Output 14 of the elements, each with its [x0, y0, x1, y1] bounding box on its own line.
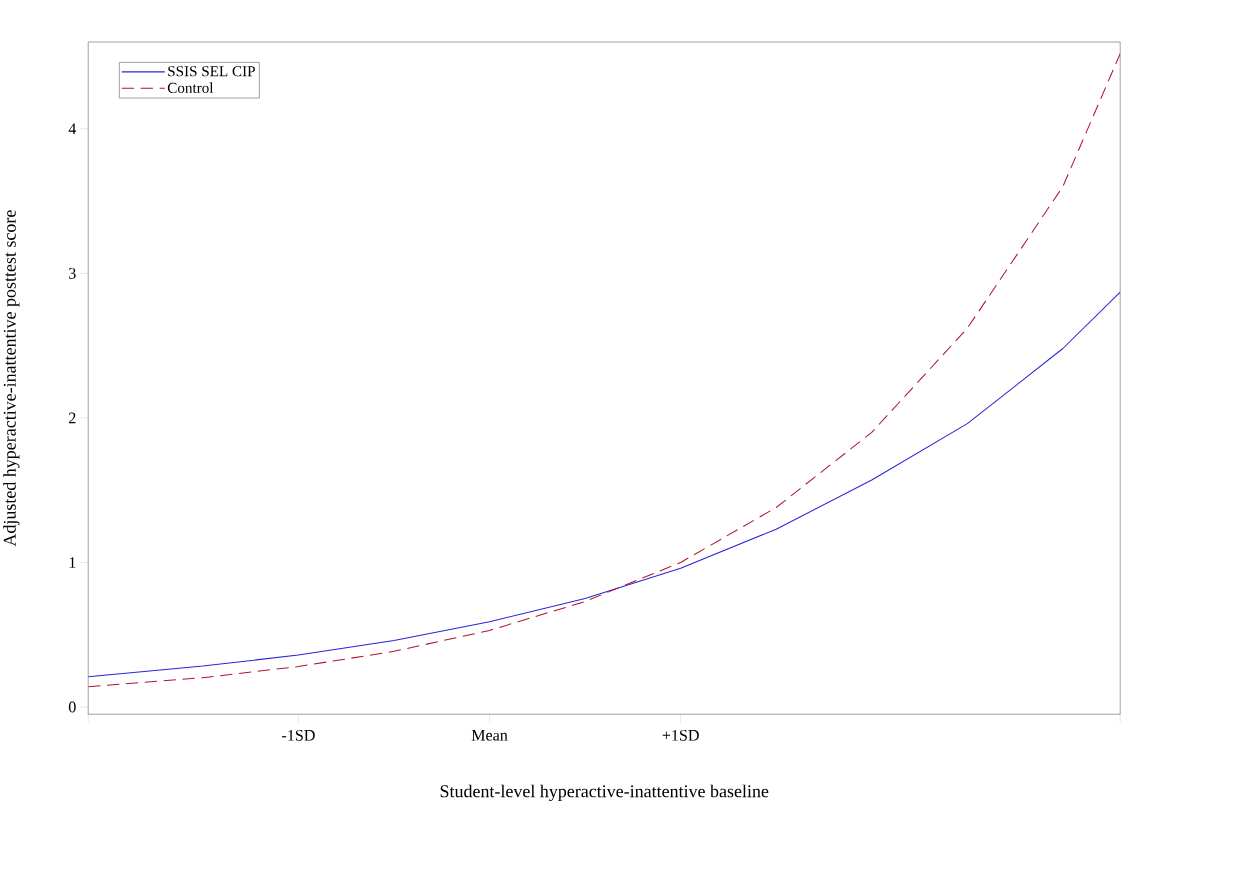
y-tick-label: 2: [68, 412, 76, 424]
legend-label: SSIS SEL CIP: [168, 66, 255, 77]
line-series: [88, 53, 1121, 688]
x-tick-label: +1SD: [662, 730, 699, 741]
legend-label: Control: [167, 82, 214, 94]
y-tick-label: 4: [68, 123, 77, 135]
line-series: [88, 291, 1121, 678]
x-tick-label: Mean: [471, 730, 508, 741]
y-tick-label: 0: [68, 701, 76, 713]
x-axis-title: Student-level hyperactive-inattentive baseline: [440, 784, 769, 802]
x-tick-label: -1SD: [282, 730, 315, 741]
y-tick-label: 3: [69, 268, 76, 279]
y-tick-label: 1: [69, 557, 76, 568]
y-axis-title: Adjusted hyperactive-inattentive posttest score: [3, 210, 20, 547]
